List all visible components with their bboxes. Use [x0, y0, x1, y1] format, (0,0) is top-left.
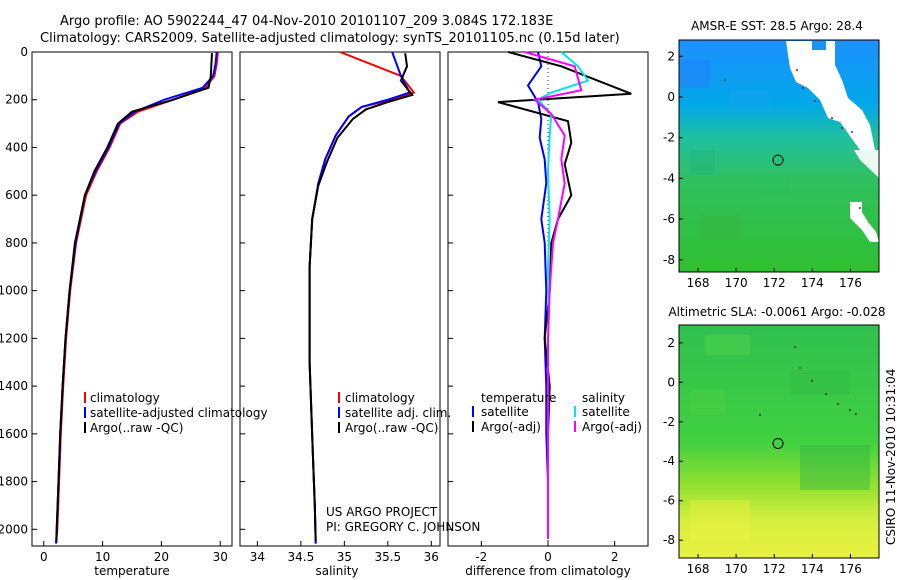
temperature-legend: climatology satellite-adjusted climatolo…: [84, 391, 268, 435]
depth-tick-label: 1800: [0, 475, 28, 489]
sst-map-panel: AMSR-E SST: 28.5 Argo: 28.4 168 170 172 174…: [663, 19, 880, 290]
map-x-tick-label: 174: [801, 562, 824, 576]
legend-header-salinity: salinity: [582, 391, 625, 405]
temperature-axes-box: [31, 51, 233, 547]
map-x-tick-label: 168: [687, 276, 710, 290]
x-tick-label: 35: [337, 550, 352, 564]
legend-label-sal-argo: Argo(-adj): [582, 420, 642, 434]
credit-pi: PI: GREGORY C. JOHNSON: [326, 520, 480, 534]
map-y-tick-label: 0: [667, 375, 675, 389]
map-x-tick-label: 176: [839, 562, 862, 576]
sla-map-panel: Altimetric SLA: -0.0061 Argo: -0.028 168…: [663, 305, 885, 576]
x-tick-label: 36: [424, 550, 439, 564]
sst-map-frame: [678, 39, 880, 273]
depth-tick-label: 0: [20, 45, 28, 59]
legend-label-climatology: climatology: [90, 391, 160, 405]
sst-map-field: [679, 40, 879, 272]
sst-map-title: AMSR-E SST: 28.5 Argo: 28.4: [691, 19, 863, 33]
sla-map-field: [679, 325, 879, 558]
x-tick-label: 34.5: [288, 550, 315, 564]
figure-title-line2: Climatology: CARS2009. Satellite-adjuste…: [40, 31, 620, 46]
sla-map-texture: [690, 335, 870, 540]
temperature-xlabel: temperature: [94, 564, 169, 578]
series-line-temperature-argo-adj-: [497, 51, 632, 539]
series-line-salinity-argo-adj-: [524, 51, 583, 539]
map-y-tick-label: 2: [667, 336, 675, 350]
map-y-tick-label: -4: [663, 171, 675, 185]
depth-tick-label: 1200: [0, 331, 28, 345]
legend-label-climatology: climatology: [345, 391, 415, 405]
x-tick-label: 2: [611, 550, 619, 564]
sla-coastline-dots: [759, 346, 857, 416]
map-x-tick-label: 172: [763, 562, 786, 576]
series-line-climatology: [308, 51, 416, 544]
depth-tick-label: 200: [5, 93, 28, 107]
x-tick-label: 10: [95, 550, 110, 564]
temperature-panel: 0 10 20 30 0 200 400 600 800 1000 1200 1400 1600 180…: [0, 45, 268, 578]
salinity-xlabel: salinity: [315, 564, 358, 578]
map-y-tick-label: -4: [663, 454, 675, 468]
sst-map-texture: [680, 60, 790, 240]
difference-legend: temperature salinity satellite Argo(-adj…: [472, 391, 642, 434]
sla-map-title: Altimetric SLA: -0.0061 Argo: -0.028: [668, 305, 885, 319]
map-x-tick-label: 176: [839, 276, 862, 290]
x-tick-label: 34: [250, 550, 265, 564]
x-tick-label: 20: [154, 550, 169, 564]
credit-project: US ARGO PROJECT: [326, 505, 438, 519]
series-line-temperature-satellite: [526, 51, 549, 539]
sst-coastline-dots: [724, 69, 861, 209]
map-y-tick-label: 2: [667, 49, 675, 63]
legend-label-sal-satellite: satellite: [582, 405, 630, 419]
x-tick-label: -2: [475, 550, 487, 564]
legend-header-temperature: temperature: [481, 391, 556, 405]
figure-title-line1: Argo profile: AO 5902244_47 04-Nov-2010 …: [60, 14, 553, 29]
argo-location-marker: [772, 437, 784, 449]
map-y-tick-label: -2: [663, 415, 675, 429]
legend-label-satellite: satellite adj. clim.: [345, 406, 451, 420]
series-line-satellite: [308, 51, 412, 544]
x-tick-label: 0: [544, 550, 552, 564]
depth-tick-label: 600: [5, 188, 28, 202]
legend-label-temp-argo: Argo(-adj): [481, 420, 541, 434]
legend-label-argo: Argo(..raw -QC): [90, 421, 183, 435]
salinity-panel: 34 34.5 35 35.5 36 salinity climatology sate…: [239, 51, 480, 578]
map-y-tick-label: -2: [663, 131, 675, 145]
map-x-tick-label: 174: [801, 276, 824, 290]
csiro-timestamp: CSIRO 11-Nov-2010 10:31:04: [884, 369, 898, 545]
legend-label-satellite: satellite-adjusted climatology: [90, 406, 268, 420]
depth-tick-label: 2000: [0, 522, 28, 536]
depth-tick-label: 400: [5, 140, 28, 154]
map-y-tick-label: -6: [663, 494, 675, 508]
x-tick-label: 0: [40, 550, 48, 564]
map-y-tick-label: 0: [667, 90, 675, 104]
x-tick-label: 30: [213, 550, 228, 564]
map-x-tick-label: 168: [687, 562, 710, 576]
difference-panel: -2 0 2 difference from climatology tempera…: [447, 51, 649, 578]
x-tick-label: 35.5: [374, 550, 401, 564]
depth-tick-label: 800: [5, 236, 28, 250]
series-line-argo: [308, 53, 414, 542]
depth-tick-label: 1600: [0, 427, 28, 441]
map-x-tick-label: 170: [725, 276, 748, 290]
depth-tick-label: 1400: [0, 379, 28, 393]
depth-tick-label: 1000: [0, 284, 28, 298]
map-y-tick-label: -8: [663, 533, 675, 547]
argo-location-marker: [772, 154, 784, 166]
salinity-legend: climatology satellite adj. clim. Argo(..…: [338, 391, 451, 435]
legend-label-argo: Argo(..raw -QC): [345, 421, 438, 435]
map-y-tick-label: -8: [663, 253, 675, 267]
series-line-argo: [55, 53, 213, 542]
map-x-tick-label: 172: [763, 276, 786, 290]
sla-map-frame: [678, 324, 880, 559]
salinity-axes-box: [239, 51, 441, 547]
legend-label-temp-satellite: satellite: [481, 405, 529, 419]
sst-cloud-mask: [786, 41, 879, 242]
map-x-tick-label: 170: [725, 562, 748, 576]
difference-xlabel: difference from climatology: [465, 564, 631, 578]
map-y-tick-label: -6: [663, 212, 675, 226]
